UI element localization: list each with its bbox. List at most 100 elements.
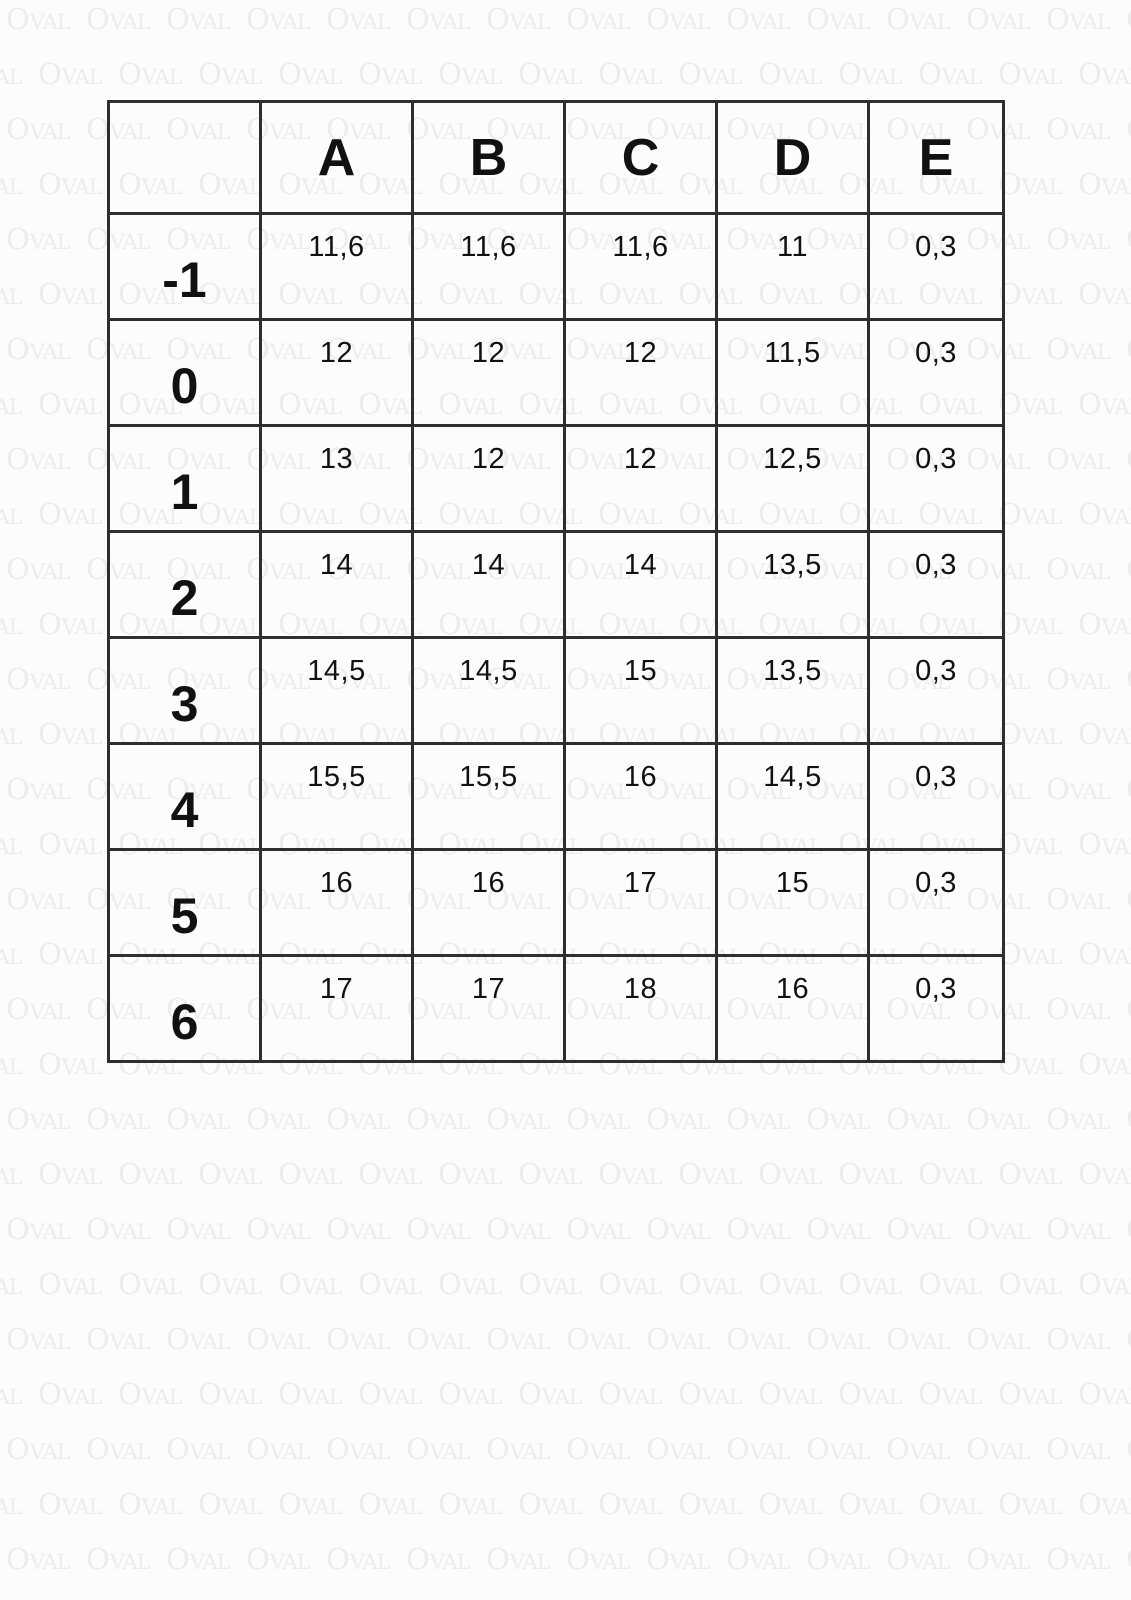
watermark-word: OVAL — [406, 1542, 471, 1576]
watermark-word: OVAL — [0, 615, 23, 639]
watermark-word: OVAL — [6, 1432, 71, 1466]
value-cell: 0,3 — [867, 742, 1005, 851]
watermark-word: OVAL — [1046, 442, 1111, 476]
value-cell: 15,5 — [411, 742, 566, 851]
value-cell: 17 — [411, 954, 566, 1063]
watermark-word: OVAL — [646, 1542, 711, 1576]
watermark-word: OVAL — [1078, 1487, 1131, 1521]
watermark-word: OVAL — [38, 827, 103, 861]
watermark-word: OVAL — [1126, 1105, 1131, 1134]
watermark-word: OVAL — [998, 167, 1063, 201]
watermark-word: OVAL — [6, 1542, 71, 1576]
watermark-word: OVAL — [38, 937, 103, 971]
value-cell: 0,3 — [867, 848, 1005, 957]
row-header: 0 — [107, 318, 262, 427]
table-row: 4 15,5 15,5 16 14,5 0,3 — [107, 742, 1005, 851]
watermark-word: OVAL — [646, 1212, 711, 1246]
value-cell: 11 — [715, 212, 870, 321]
watermark-word: OVAL — [6, 442, 71, 476]
watermark-row: OVAL OVAL OVAL OVAL OVAL OVAL OVAL OVAL OVAL OVAL… — [0, 1490, 1131, 1519]
watermark-word: OVAL — [246, 1212, 311, 1246]
value-cell: 0,3 — [867, 212, 1005, 321]
watermark-row: OVAL OVAL OVAL OVAL OVAL OVAL OVAL OVAL OVAL OVAL… — [0, 1160, 1131, 1189]
watermark-word: OVAL — [998, 387, 1063, 421]
watermark-word: OVAL — [0, 725, 23, 749]
watermark-word: OVAL — [38, 1377, 103, 1411]
watermark-word: OVAL — [998, 607, 1063, 641]
watermark-word: OVAL — [0, 175, 23, 199]
watermark-word: OVAL — [518, 57, 583, 91]
watermark-word: OVAL — [1046, 882, 1111, 916]
watermark-word: OVAL — [246, 1542, 311, 1576]
watermark-word: OVAL — [6, 1322, 71, 1356]
watermark-word: OVAL — [198, 1377, 263, 1411]
watermark-word: OVAL — [1078, 167, 1131, 201]
watermark-word: OVAL — [1126, 1215, 1131, 1244]
watermark-word: OVAL — [918, 1157, 983, 1191]
watermark-word: OVAL — [166, 1322, 231, 1356]
watermark-word: OVAL — [998, 1487, 1063, 1521]
watermark-word: OVAL — [566, 2, 631, 36]
watermark-word: OVAL — [1078, 277, 1131, 311]
table-row: 1 13 12 12 12,5 0,3 — [107, 424, 1005, 533]
watermark-word: OVAL — [326, 2, 391, 36]
watermark-word: OVAL — [838, 1377, 903, 1411]
row-header: 1 — [107, 424, 262, 533]
watermark-word: OVAL — [1126, 665, 1131, 694]
watermark-word: OVAL — [966, 1432, 1031, 1466]
watermark-word: OVAL — [806, 2, 871, 36]
watermark-word: OVAL — [566, 1102, 631, 1136]
watermark-word: OVAL — [6, 992, 71, 1026]
watermark-word: OVAL — [6, 112, 71, 146]
row-header: 2 — [107, 530, 262, 639]
value-cell: 12 — [259, 318, 414, 427]
watermark-word: OVAL — [38, 387, 103, 421]
watermark-word: OVAL — [838, 1157, 903, 1191]
watermark-word: OVAL — [198, 1487, 263, 1521]
watermark-row: OVAL OVAL OVAL OVAL OVAL OVAL OVAL OVAL OVAL OVAL… — [0, 1270, 1131, 1299]
watermark-word: OVAL — [726, 1212, 791, 1246]
value-cell: 16 — [411, 848, 566, 957]
value-cell: 14 — [563, 530, 718, 639]
value-cell: 12 — [411, 424, 566, 533]
watermark-word: OVAL — [806, 1322, 871, 1356]
watermark-word: OVAL — [358, 1267, 423, 1301]
watermark-word: OVAL — [998, 1377, 1063, 1411]
watermark-word: OVAL — [1046, 992, 1111, 1026]
watermark-word: OVAL — [38, 1267, 103, 1301]
watermark-word: OVAL — [918, 1267, 983, 1301]
watermark-word: OVAL — [998, 57, 1063, 91]
watermark-word: OVAL — [566, 1322, 631, 1356]
watermark-word: OVAL — [1046, 222, 1111, 256]
row-header: 5 — [107, 848, 262, 957]
watermark-word: OVAL — [406, 2, 471, 36]
watermark-word: OVAL — [1078, 1377, 1131, 1411]
watermark-word: OVAL — [1046, 1212, 1111, 1246]
watermark-word: OVAL — [326, 1212, 391, 1246]
watermark-word: OVAL — [406, 1322, 471, 1356]
column-header-b: B — [411, 100, 566, 215]
watermark-word: OVAL — [1078, 607, 1131, 641]
table-row: 0 12 12 12 11,5 0,3 — [107, 318, 1005, 427]
watermark-word: OVAL — [406, 1432, 471, 1466]
watermark-word: OVAL — [1046, 1432, 1111, 1466]
watermark-word: OVAL — [6, 662, 71, 696]
watermark-word: OVAL — [486, 1322, 551, 1356]
watermark-word: OVAL — [406, 1102, 471, 1136]
watermark-word: OVAL — [438, 1377, 503, 1411]
row-header: 6 — [107, 954, 262, 1063]
watermark-word: OVAL — [326, 1322, 391, 1356]
watermark-word: OVAL — [966, 1542, 1031, 1576]
watermark-word: OVAL — [0, 835, 23, 859]
watermark-word: OVAL — [326, 1432, 391, 1466]
watermark-word: OVAL — [1046, 112, 1111, 146]
watermark-word: OVAL — [38, 167, 103, 201]
watermark-word: OVAL — [966, 1102, 1031, 1136]
watermark-word: OVAL — [726, 2, 791, 36]
watermark-word: OVAL — [678, 57, 743, 91]
watermark-word: OVAL — [438, 1157, 503, 1191]
watermark-word: OVAL — [246, 2, 311, 36]
watermark-word: OVAL — [1078, 1157, 1131, 1191]
watermark-word: OVAL — [806, 1542, 871, 1576]
